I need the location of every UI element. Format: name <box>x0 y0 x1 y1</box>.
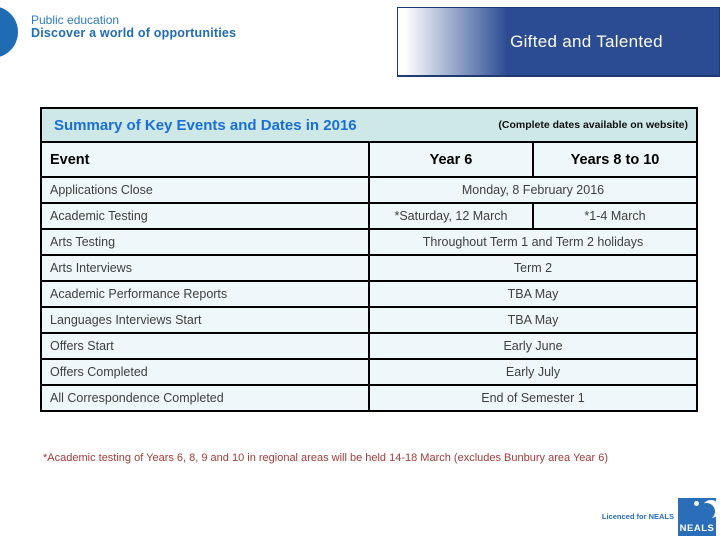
slide-title-banner: Gifted and Talented <box>397 7 720 77</box>
event-cell: Offers Completed <box>40 358 370 386</box>
table-header-row: Event Year 6 Years 8 to 10 <box>40 141 698 178</box>
events-table-container: Summary of Key Events and Dates in 2016 … <box>40 107 698 412</box>
table-title-note: (Complete dates available on website) <box>498 119 688 131</box>
date-cell: TBA May <box>368 280 698 308</box>
event-cell: Academic Testing <box>40 202 370 230</box>
brand-logo-circle <box>0 6 18 58</box>
footnote: *Academic testing of Years 6, 8, 9 and 1… <box>43 452 609 464</box>
date-cell: TBA May <box>368 306 698 334</box>
neals-licence-text: Licenced for NEALS <box>601 512 674 521</box>
table-row: Academic Testing *Saturday, 12 March *1-4 … <box>40 202 698 230</box>
date-cell: Early July <box>368 358 698 386</box>
date-cell: Monday, 8 February 2016 <box>368 176 698 204</box>
table-title-cell: Summary of Key Events and Dates in 2016 … <box>40 107 698 143</box>
event-cell: Offers Start <box>40 332 370 360</box>
event-cell: Arts Interviews <box>40 254 370 282</box>
date-cell: *Saturday, 12 March <box>368 202 534 230</box>
date-cell: End of Semester 1 <box>368 384 698 412</box>
column-header-years-8-to-10: Years 8 to 10 <box>532 141 698 178</box>
slide-title: Gifted and Talented <box>510 31 663 51</box>
table-title: Summary of Key Events and Dates in 2016 <box>54 116 357 134</box>
table-row: Offers Start Early June <box>40 332 698 360</box>
neals-crescent-icon <box>698 500 716 520</box>
event-cell: Applications Close <box>40 176 370 204</box>
event-cell: Languages Interviews Start <box>40 306 370 334</box>
event-cell: All Correspondence Completed <box>40 384 370 412</box>
table-row: Arts Testing Throughout Term 1 and Term 2… <box>40 228 698 256</box>
date-cell: Early June <box>368 332 698 360</box>
table-row: Offers Completed Early July <box>40 358 698 386</box>
neals-logo-text: NEALS <box>679 523 715 534</box>
table-title-row: Summary of Key Events and Dates in 2016 … <box>40 107 698 143</box>
neals-logo: NEALS <box>678 498 716 536</box>
table-row: Applications Close Monday, 8 February 201… <box>40 176 698 204</box>
date-cell: Throughout Term 1 and Term 2 holidays <box>368 228 698 256</box>
event-cell: Academic Performance Reports <box>40 280 370 308</box>
event-cell: Arts Testing <box>40 228 370 256</box>
table-row: Languages Interviews Start TBA May <box>40 306 698 334</box>
column-header-event: Event <box>40 141 370 178</box>
column-header-year-6: Year 6 <box>368 141 534 178</box>
date-cell: *1-4 March <box>532 202 698 230</box>
neals-logo-dot <box>694 501 699 506</box>
date-cell: Term 2 <box>368 254 698 282</box>
table-row: Academic Performance Reports TBA May <box>40 280 698 308</box>
table-row: All Correspondence Completed End of Semes… <box>40 384 698 412</box>
brand-tagline-line2: Discover a world of opportunities <box>31 26 237 40</box>
events-table: Summary of Key Events and Dates in 2016 … <box>40 107 698 412</box>
brand-tagline-line1: Public education <box>31 13 120 27</box>
table-row: Arts Interviews Term 2 <box>40 254 698 282</box>
